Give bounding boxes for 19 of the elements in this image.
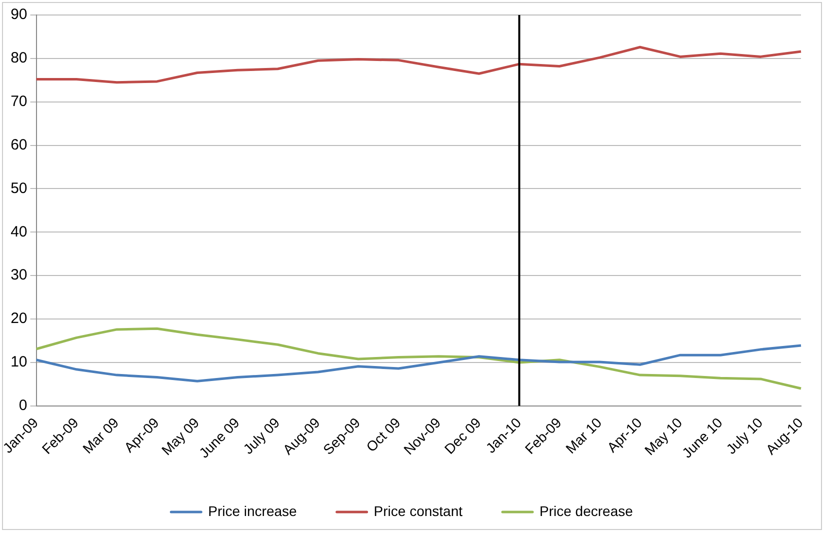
x-tick-label: July 09 <box>240 414 283 458</box>
legend-label: Price constant <box>374 502 463 519</box>
y-tick-label: 0 <box>18 397 28 414</box>
x-tick-label: Dec 09 <box>441 414 484 458</box>
y-tick-label: 10 <box>10 354 28 371</box>
y-tick-label: 20 <box>10 310 28 328</box>
legend-label: Price increase <box>208 502 298 519</box>
y-tick-label: 90 <box>10 6 28 24</box>
y-tick-label: 70 <box>10 93 28 110</box>
x-tick-label: Mar 09 <box>79 414 122 456</box>
x-tick-label: Mar 10 <box>562 414 605 456</box>
y-tick-label: 80 <box>10 50 28 67</box>
x-tick-label: Oct 09 <box>362 414 404 455</box>
y-tick-label: 60 <box>10 136 28 154</box>
legend-label: Price decrease <box>540 502 634 519</box>
y-tick-label: 40 <box>10 223 28 240</box>
y-tick-label: 30 <box>10 266 28 284</box>
y-tick-label: 50 <box>10 180 28 197</box>
x-tick-label: July 10 <box>722 414 766 458</box>
